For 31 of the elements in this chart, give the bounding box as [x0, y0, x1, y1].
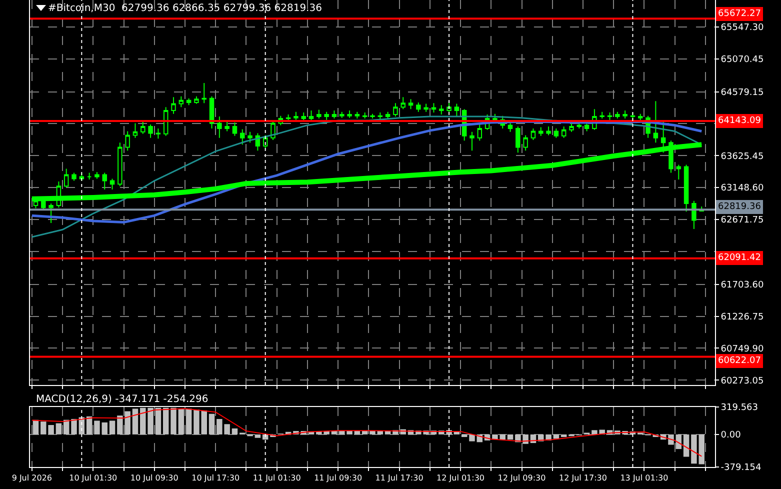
y-tick-label: 60273.05 [720, 376, 764, 386]
chart-title: #Bitcoin,M30 62799.36 62866.35 62799.36 62819.36 [48, 3, 322, 14]
y-tick-label: 65547.30 [720, 23, 764, 34]
y-tick-label: 65070.45 [720, 55, 764, 66]
x-tick-label: 11 Jul 17:30 [375, 474, 424, 483]
x-tick-label: 10 Jul 17:30 [192, 474, 240, 483]
y-tick-label: 319.563 [720, 403, 758, 414]
ref-line-label: 60622.07 [718, 356, 761, 366]
ref-line-label: 62091.42 [718, 253, 761, 263]
chart-title: MACD(12,26,9) -347.171 -254.296 [36, 394, 208, 405]
ref-line-label: 62819.36 [718, 202, 762, 212]
x-tick-label: 12 Jul 01:30 [436, 474, 485, 483]
ref-line-label: 64143.09 [718, 116, 762, 126]
y-tick-label: 0.00 [720, 430, 742, 441]
y-tick-label: -379.154 [720, 463, 762, 474]
ref-line-label: 65672.27 [718, 9, 761, 19]
x-tick-label: 10 Jul 09:30 [130, 474, 178, 483]
y-tick-label: 61226.75 [720, 312, 764, 322]
x-tick-label: 9 Jul 2026 [12, 474, 52, 483]
y-tick-label: 63625.45 [720, 152, 764, 162]
x-tick-label: 13 Jul 01:30 [620, 474, 668, 483]
x-tick-label: 12 Jul 09:30 [498, 474, 546, 483]
x-tick-label: 11 Jul 01:30 [252, 474, 301, 483]
x-tick-label: 12 Jul 17:30 [558, 474, 607, 483]
y-tick-label: 64579.15 [720, 88, 764, 98]
x-tick-label: 11 Jul 09:30 [314, 474, 362, 483]
y-tick-label: 61703.60 [720, 280, 764, 290]
x-tick-label: 10 Jul 01:30 [69, 474, 118, 483]
y-tick-label: 60749.90 [720, 344, 764, 354]
y-tick-label: 63148.60 [720, 184, 764, 194]
y-tick-label: 62671.75 [720, 216, 764, 226]
